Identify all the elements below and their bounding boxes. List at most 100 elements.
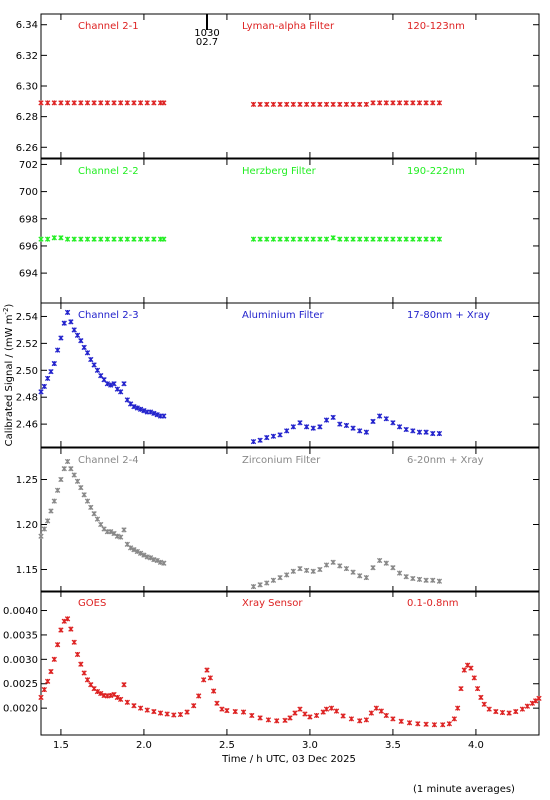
data-point (131, 100, 137, 106)
data-point (410, 428, 416, 434)
data-point (390, 420, 396, 426)
data-point (323, 562, 330, 568)
data-point (58, 335, 64, 341)
data-point (323, 101, 330, 108)
data-point (458, 685, 464, 692)
data-point (423, 100, 429, 106)
data-point (274, 718, 280, 724)
data-point (91, 362, 97, 368)
data-point (61, 320, 67, 326)
data-point (98, 521, 104, 528)
data-point (154, 412, 160, 418)
data-point (74, 478, 81, 484)
data-point (48, 368, 54, 375)
data-point (131, 547, 137, 553)
data-point (264, 101, 270, 108)
data-point (51, 498, 57, 504)
data-point (64, 458, 71, 465)
data-point (317, 101, 323, 108)
data-point (41, 383, 47, 390)
data-point (196, 693, 202, 699)
series-goes (38, 616, 542, 728)
data-point (396, 424, 403, 430)
y-tick-label: 694 (19, 269, 38, 280)
data-point (524, 703, 531, 709)
panel-frame (40, 590, 540, 736)
top-marker-label-1: 1030 (194, 28, 219, 39)
data-point (506, 710, 512, 716)
data-point (121, 381, 127, 387)
data-point (91, 511, 97, 517)
data-point (141, 408, 147, 414)
data-point (184, 709, 190, 715)
data-point (91, 100, 97, 106)
data-point (219, 706, 225, 712)
y-tick-label: 2.50 (16, 366, 38, 377)
data-point (486, 706, 492, 712)
data-point (141, 552, 147, 558)
data-point (430, 577, 436, 583)
data-point (134, 405, 140, 411)
data-point (84, 236, 91, 242)
data-point (284, 428, 290, 434)
data-point (54, 347, 61, 353)
data-point (164, 711, 170, 717)
data-point (177, 711, 184, 718)
data-point (78, 100, 84, 106)
data-point (357, 718, 363, 724)
data-point (111, 236, 117, 242)
data-point (337, 421, 343, 427)
data-point (398, 718, 404, 724)
series-ch22 (38, 235, 443, 242)
data-point (323, 706, 330, 712)
data-point (461, 667, 467, 673)
band-label: 190-222nm (407, 166, 465, 177)
data-point (58, 627, 64, 633)
data-point (98, 373, 104, 379)
y-tick-label: 0.0025 (3, 679, 38, 690)
data-point (257, 101, 263, 108)
data-point (147, 555, 154, 561)
y-tick-label: 696 (19, 241, 38, 252)
data-point (357, 428, 363, 434)
data-point (277, 432, 283, 438)
data-point (51, 656, 57, 662)
data-point (61, 466, 67, 472)
data-point (232, 708, 238, 715)
data-point (264, 434, 270, 441)
data-point (436, 430, 443, 437)
data-point (84, 498, 91, 504)
y-axis-title: Calibrated Signal / (mW m-2) (2, 304, 15, 447)
data-point (350, 425, 356, 431)
data-point (337, 101, 343, 108)
data-point (403, 236, 409, 242)
data-point (423, 721, 429, 727)
y-axis-title-exponent: -2 (2, 308, 10, 315)
data-point (313, 712, 320, 719)
data-point (436, 236, 443, 242)
data-point (41, 526, 47, 532)
panel-ch22: 694 696 698 700 702 Channel 2-2 Herzberg Filte… (19, 158, 540, 304)
data-point (513, 708, 519, 715)
data-point (370, 236, 376, 242)
data-point (403, 574, 409, 580)
data-point (51, 100, 57, 106)
panel-frame (40, 447, 540, 593)
filter-label: Xray Sensor (242, 598, 303, 609)
data-point (118, 236, 124, 242)
data-point (333, 708, 340, 714)
averaging-footnote: (1 minute averages) (413, 784, 515, 795)
data-point (124, 699, 130, 705)
data-point (270, 101, 277, 108)
top-marker-label-2: 02.7 (196, 37, 218, 48)
data-point (370, 565, 376, 571)
data-point (290, 424, 296, 430)
data-point (383, 416, 389, 422)
data-point (161, 100, 167, 106)
data-point (303, 567, 310, 574)
data-point (390, 716, 396, 722)
data-point (290, 101, 296, 108)
data-point (64, 236, 71, 242)
data-point (370, 418, 376, 425)
x-axis-title: Time / h UTC, 03 Dec 2025 (221, 754, 356, 765)
